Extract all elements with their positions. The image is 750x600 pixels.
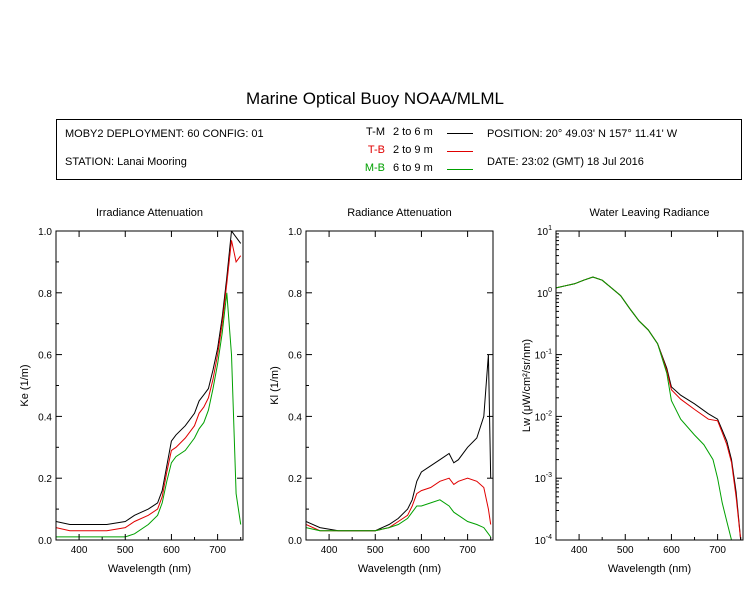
legend-range-mb: 6 to 9 m	[393, 162, 433, 174]
water-leaving-y-tick-label: 10-4	[535, 534, 552, 547]
irradiance-x-tick-label: 700	[209, 545, 226, 556]
legend-code-mb: M-B	[364, 162, 385, 174]
position-label: POSITION: 20° 49.03' N 157° 11.41' W	[487, 128, 678, 140]
legend-swatch-mb	[447, 169, 473, 170]
page-title: Marine Optical Buoy NOAA/MLML	[246, 89, 504, 108]
irradiance-y-tick-label: 1.0	[38, 227, 52, 238]
water-leaving-series-m-b	[556, 276, 737, 540]
irradiance-series-t-b	[56, 240, 242, 532]
irradiance-y-tick-label: 0.8	[38, 289, 52, 300]
info-box: MOBY2 DEPLOYMENT: 60 CONFIG: 01 STATION:…	[56, 119, 742, 180]
radiance-y-tick-label: 0.6	[288, 351, 302, 362]
radiance-y-tick-label: 1.0	[288, 227, 302, 238]
radiance-series-m-b	[306, 499, 492, 538]
water-leaving-x-axis-label: Wavelength (nm)	[608, 563, 691, 575]
legend-code-tb: T-B	[367, 144, 385, 156]
irradiance-x-axis-label: Wavelength (nm)	[108, 563, 191, 575]
deployment-label: MOBY2 DEPLOYMENT: 60 CONFIG: 01	[65, 128, 264, 140]
legend-swatch-tm	[447, 133, 473, 134]
radiance-title: Radiance Attenuation	[347, 207, 452, 219]
water-leaving-x-tick-label: 400	[571, 545, 588, 556]
water-leaving-x-tick-label: 500	[617, 545, 634, 556]
radiance-x-tick-label: 400	[321, 545, 338, 556]
irradiance-y-tick-label: 0.6	[38, 351, 52, 362]
legend-code-tm: T-M	[366, 126, 385, 138]
irradiance-frame	[55, 230, 244, 541]
radiance-frame	[305, 230, 494, 541]
water-leaving-x-tick-label: 700	[709, 545, 726, 556]
station-label: STATION: Lanai Mooring	[65, 156, 187, 168]
radiance-x-tick-label: 600	[413, 545, 430, 556]
irradiance-y-tick-label: 0.2	[38, 474, 52, 485]
water-leaving-y-tick-label: 10-1	[535, 349, 552, 362]
water-leaving-y-tick-label: 100	[537, 287, 552, 300]
water-leaving-series-t-m	[556, 276, 742, 540]
water-leaving-y-axis-label: Lw (μW/cm²/sr/nm)	[521, 339, 533, 432]
irradiance-y-axis-label: Ke (1/m)	[19, 364, 31, 406]
water-leaving-y-tick-label: 10-3	[535, 472, 552, 485]
radiance-y-tick-label: 0.2	[288, 474, 302, 485]
radiance-series-t-b	[306, 477, 492, 532]
water-leaving-y-tick-label: 10-2	[535, 410, 552, 423]
radiance-y-tick-label: 0.8	[288, 289, 302, 300]
irradiance-y-tick-label: 0.0	[38, 536, 52, 547]
irradiance-title: Irradiance Attenuation	[96, 207, 203, 219]
irradiance-chart: Irradiance Attenuation 400 500 600 700 0.0 0.2…	[19, 207, 244, 575]
irradiance-x-tick-label: 400	[71, 545, 88, 556]
water-leaving-y-tick-label: 101	[537, 225, 552, 238]
date-label: DATE: 23:02 (GMT) 18 Jul 2016	[487, 156, 644, 168]
radiance-x-tick-label: 500	[367, 545, 384, 556]
irradiance-x-tick-label: 500	[117, 545, 134, 556]
radiance-chart: Radiance Attenuation 400 500 600 700 0.0 0.2 0.…	[269, 207, 494, 575]
irradiance-series-m-b	[56, 292, 242, 538]
legend-range-tb: 2 to 9 m	[393, 144, 433, 156]
water-leaving-x-tick-label: 600	[663, 545, 680, 556]
radiance-y-tick-label: 0.0	[288, 536, 302, 547]
legend-range-tm: 2 to 6 m	[393, 126, 433, 138]
legend-swatch-tb	[447, 151, 473, 152]
radiance-y-tick-label: 0.4	[288, 412, 302, 423]
water-leaving-series-t-b	[556, 276, 742, 540]
irradiance-y-tick-label: 0.4	[38, 412, 52, 423]
radiance-x-tick-label: 700	[459, 545, 476, 556]
radiance-x-axis-label: Wavelength (nm)	[358, 563, 441, 575]
irradiance-series-t-m	[56, 231, 242, 525]
water-leaving-chart: Water Leaving Radiance 400 500 600 700 101 100…	[521, 207, 744, 575]
irradiance-x-tick-label: 600	[163, 545, 180, 556]
water-leaving-frame	[555, 230, 744, 541]
radiance-y-axis-label: Kl (1/m)	[269, 366, 281, 405]
water-leaving-title: Water Leaving Radiance	[589, 207, 709, 219]
radiance-series-t-m	[306, 354, 492, 532]
